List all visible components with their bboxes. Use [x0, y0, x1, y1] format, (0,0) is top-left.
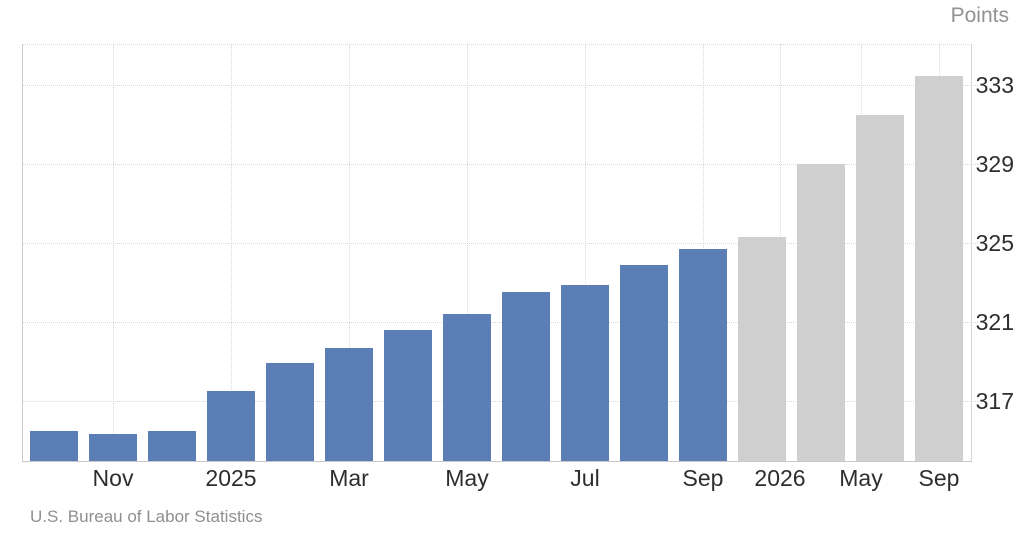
y-gridline-325: [22, 243, 978, 244]
x-axis-tick-label-2025-1: 2025: [205, 465, 257, 491]
x-axis-tick-label-mar-2: Mar: [329, 465, 369, 491]
y-gridline-317: [22, 401, 978, 402]
source-attribution: U.S. Bureau of Labor Statistics: [30, 507, 263, 526]
bar-apr-2025[interactable]: [384, 329, 432, 462]
bar-jul-2025[interactable]: [561, 284, 609, 462]
bar-jan-2025[interactable]: [207, 391, 255, 462]
bar-may-2025[interactable]: [443, 314, 491, 462]
x-axis-tick-label-2026-6: 2026: [754, 465, 806, 491]
y-gridline-329: [22, 164, 978, 165]
bar-dec-2025[interactable]: [738, 237, 786, 462]
bar-mar-2026[interactable]: [797, 164, 845, 462]
bar-mar-2025[interactable]: [325, 347, 373, 462]
x-axis-tick-label-may-3: May: [445, 465, 489, 491]
x-axis-tick-label-nov-0: Nov: [92, 465, 134, 491]
y-gridline-321: [22, 322, 978, 323]
y-axis-units-label: Points: [950, 4, 1009, 27]
x-gridline-jul-4: [585, 44, 586, 462]
bar-dec-2024[interactable]: [148, 430, 196, 462]
bar-sep-2025[interactable]: [679, 249, 727, 462]
x-gridline-may-3: [467, 44, 468, 462]
x-axis-tick-label-sep-8: Sep: [918, 465, 960, 491]
y-axis-tick-label-321: 321: [975, 309, 1014, 335]
x-axis-tick-label-jul-4: Jul: [570, 465, 600, 491]
x-axis-tick-label-sep-5: Sep: [682, 465, 724, 491]
x-gridline-2025-1: [231, 44, 232, 462]
x-gridline-nov-0: [113, 44, 114, 462]
x-axis-tick-label-may-7: May: [839, 465, 883, 491]
bar-oct-2024[interactable]: [30, 430, 78, 462]
y-axis-tick-label-317: 317: [975, 388, 1014, 414]
bar-jun-2025[interactable]: [502, 292, 550, 462]
bar-aug-2025[interactable]: [620, 264, 668, 462]
x-gridline-mar-2: [349, 44, 350, 462]
bar-feb-2025[interactable]: [266, 363, 314, 462]
y-gridline-333: [22, 85, 978, 86]
bar-sep-2026[interactable]: [915, 75, 963, 462]
bar-jun-2026[interactable]: [856, 115, 904, 462]
plot-area: [22, 44, 972, 462]
y-axis-tick-label-325: 325: [975, 230, 1014, 256]
y-axis-tick-label-329: 329: [975, 151, 1014, 177]
bar-nov-2024[interactable]: [89, 434, 137, 462]
y-axis-tick-label-333: 333: [975, 72, 1014, 98]
